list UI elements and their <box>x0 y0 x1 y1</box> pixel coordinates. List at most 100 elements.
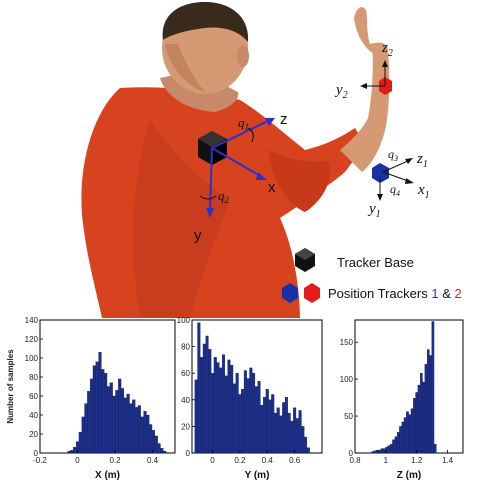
histogram-bar <box>95 361 99 454</box>
histogram-bar <box>109 382 113 454</box>
histogram-bar <box>406 411 409 454</box>
histogram-bar <box>399 426 402 454</box>
torso-shading <box>133 120 230 318</box>
x-tick-label: 0.2 <box>234 456 246 465</box>
x-tick-label: 0.4 <box>147 456 159 465</box>
label-q2: q2 <box>218 188 230 205</box>
x-tick-label: 1.4 <box>442 456 454 465</box>
x-tick-label: 0.2 <box>109 456 121 465</box>
histogram-bar <box>213 357 217 454</box>
histogram-bar <box>146 414 150 454</box>
histogram-bar <box>221 354 225 454</box>
histogram-bar <box>67 450 71 454</box>
histogram-bar <box>290 420 294 454</box>
histogram-bar <box>396 432 400 454</box>
y-tick-label: 50 <box>344 412 353 421</box>
y-tick-label: 0 <box>186 449 191 458</box>
histogram-bar <box>202 343 206 454</box>
x-tick-label: 0.4 <box>262 456 274 465</box>
histogram-bar <box>211 373 215 454</box>
histogram-bar <box>420 373 423 454</box>
legend-tracker1-icon <box>282 283 298 303</box>
histogram-bar <box>98 352 102 454</box>
label-y: y <box>194 227 202 244</box>
tracker-1-marker <box>372 163 389 183</box>
y-tick-label: 100 <box>177 316 191 325</box>
histogram-bar <box>249 367 253 454</box>
histogram-bar <box>87 391 91 454</box>
y-tick-label: 40 <box>181 396 190 405</box>
histogram-bar <box>371 451 375 454</box>
histogram-bar <box>197 322 201 454</box>
forearm-raised <box>340 42 390 172</box>
histogram-bar <box>106 386 110 454</box>
histogram-bar <box>101 369 105 454</box>
hair <box>162 2 249 42</box>
tracker1-axes <box>377 158 414 201</box>
human-illustration <box>81 2 390 319</box>
q1-rotation-arc <box>247 127 254 143</box>
label-z2: z2 <box>381 40 393 59</box>
histogram-bar <box>413 398 416 454</box>
histogram-bar <box>389 443 393 454</box>
histogram-bar <box>279 415 283 454</box>
histogram-z: 0.8 1 1.2 1.4 0 50 100 150 Z (m) <box>340 319 464 481</box>
legend: Tracker Base Position Trackers 1 & 2 <box>282 248 462 303</box>
histogram-bar <box>78 431 82 454</box>
y-tick-label: 80 <box>29 373 38 382</box>
histogram-bar <box>140 416 144 454</box>
histogram-bar <box>92 365 96 454</box>
label-q4: q4 <box>390 182 400 198</box>
histogram-bar <box>104 373 108 454</box>
histogram-bar <box>238 394 242 454</box>
x-tick-label: 0.6 <box>289 456 301 465</box>
y-tick-label: 100 <box>340 375 354 384</box>
y-tick-label: 140 <box>25 316 39 325</box>
histogram-bar <box>219 367 223 454</box>
histogram-bar <box>252 373 256 454</box>
x-tick-label: 1 <box>384 456 389 465</box>
histogram-bar <box>417 384 421 454</box>
q2-rotation-arc <box>199 195 217 200</box>
histogram-bar <box>230 365 234 454</box>
legend-position-trackers-label: Position Trackers 1 & 2 <box>328 286 462 301</box>
histogram-bar <box>232 383 236 454</box>
y-tick-label: 120 <box>25 335 39 344</box>
y-tick-label: 60 <box>29 392 38 401</box>
histogram-bar <box>123 397 127 454</box>
raised-hand <box>354 7 388 55</box>
histogram-bar <box>126 393 130 454</box>
head <box>162 2 249 94</box>
histogram-bar <box>301 426 305 454</box>
histogram-bar <box>392 439 395 454</box>
histogram-bar <box>200 357 204 454</box>
histogram-bar <box>120 388 125 454</box>
histogram-bar <box>383 448 386 454</box>
histogram-bar <box>70 449 74 454</box>
base-axes <box>206 118 275 218</box>
x-tick-label: 0 <box>75 456 80 465</box>
histogram-bar <box>376 449 379 454</box>
histogram-bar <box>378 449 381 454</box>
histogram-bar <box>403 417 407 454</box>
histogram-bar <box>380 448 384 454</box>
histogram-bar <box>216 362 220 454</box>
x-tick-label: -0.2 <box>33 456 47 465</box>
histogram-bar <box>129 403 133 454</box>
histogram-bar <box>208 349 212 454</box>
legend-tracker-base-label: Tracker Base <box>337 255 414 270</box>
label-q3: q3 <box>388 147 398 163</box>
histogram-bar <box>137 405 141 454</box>
histogram-bar <box>243 370 247 454</box>
histogram-y: 0 0.2 0.4 0.6 0 20 40 60 80 100 Y (m) <box>177 316 323 481</box>
histogram-bar <box>90 378 94 454</box>
histogram-bar <box>268 399 272 454</box>
x-tick-label: 1.2 <box>411 456 423 465</box>
histogram-bar <box>429 355 432 454</box>
histogram-bar <box>257 381 261 454</box>
tracker2-axes <box>360 60 388 89</box>
histogram-bar <box>227 359 231 454</box>
histogram-bar <box>271 394 275 454</box>
histogram-bar <box>431 321 435 454</box>
